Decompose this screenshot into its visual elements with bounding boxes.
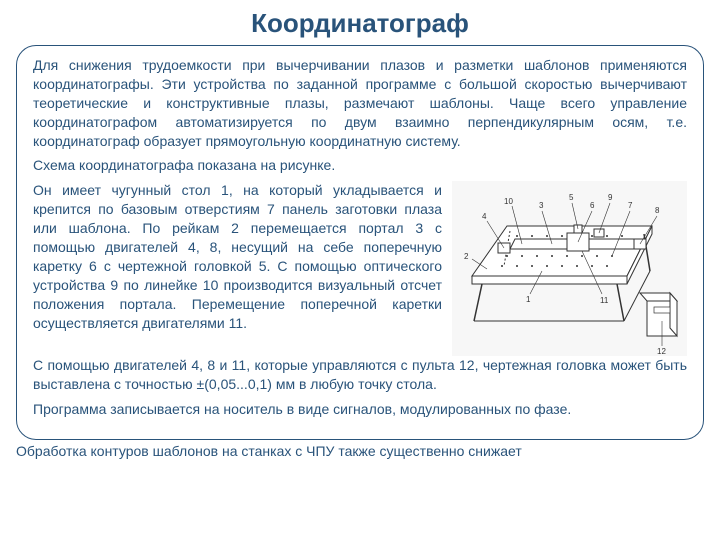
svg-text:1: 1 bbox=[526, 295, 531, 304]
svg-text:8: 8 bbox=[655, 206, 660, 215]
paragraph-schema-caption: Схема координатографа показана на рисунк… bbox=[33, 156, 687, 175]
paragraph-description: Он имеет чугунный стол 1, на который укл… bbox=[33, 181, 442, 332]
svg-text:10: 10 bbox=[504, 197, 513, 206]
svg-text:9: 9 bbox=[608, 193, 613, 202]
svg-text:4: 4 bbox=[482, 212, 487, 221]
paragraph-intro: Для снижения трудоемкости при вычерчиван… bbox=[33, 56, 687, 150]
paragraph-precision: С помощью двигателей 4, 8 и 11, которые … bbox=[33, 356, 687, 394]
coordinatograph-figure: 1 2 3 4 5 6 7 8 9 10 11 12 bbox=[452, 181, 687, 356]
paragraph-program: Программа записывается на носитель в вид… bbox=[33, 400, 687, 419]
two-column-block: Он имеет чугунный стол 1, на который укл… bbox=[33, 181, 687, 356]
paragraph-overflow: Обработка контуров шаблонов на станках с… bbox=[16, 442, 704, 461]
svg-text:6: 6 bbox=[590, 201, 595, 210]
svg-text:7: 7 bbox=[628, 201, 633, 210]
svg-text:12: 12 bbox=[657, 347, 666, 356]
svg-text:3: 3 bbox=[539, 201, 544, 210]
svg-text:5: 5 bbox=[569, 193, 574, 202]
page: Координатограф Для снижения трудоемкости… bbox=[0, 0, 720, 540]
content-frame: Для снижения трудоемкости при вычерчиван… bbox=[16, 45, 704, 440]
page-title: Координатограф bbox=[16, 8, 704, 39]
left-text-column: Он имеет чугунный стол 1, на который укл… bbox=[33, 181, 442, 356]
svg-text:11: 11 bbox=[600, 296, 609, 305]
coordinatograph-svg: 1 2 3 4 5 6 7 8 9 10 11 12 bbox=[452, 181, 687, 356]
svg-text:2: 2 bbox=[464, 252, 469, 261]
